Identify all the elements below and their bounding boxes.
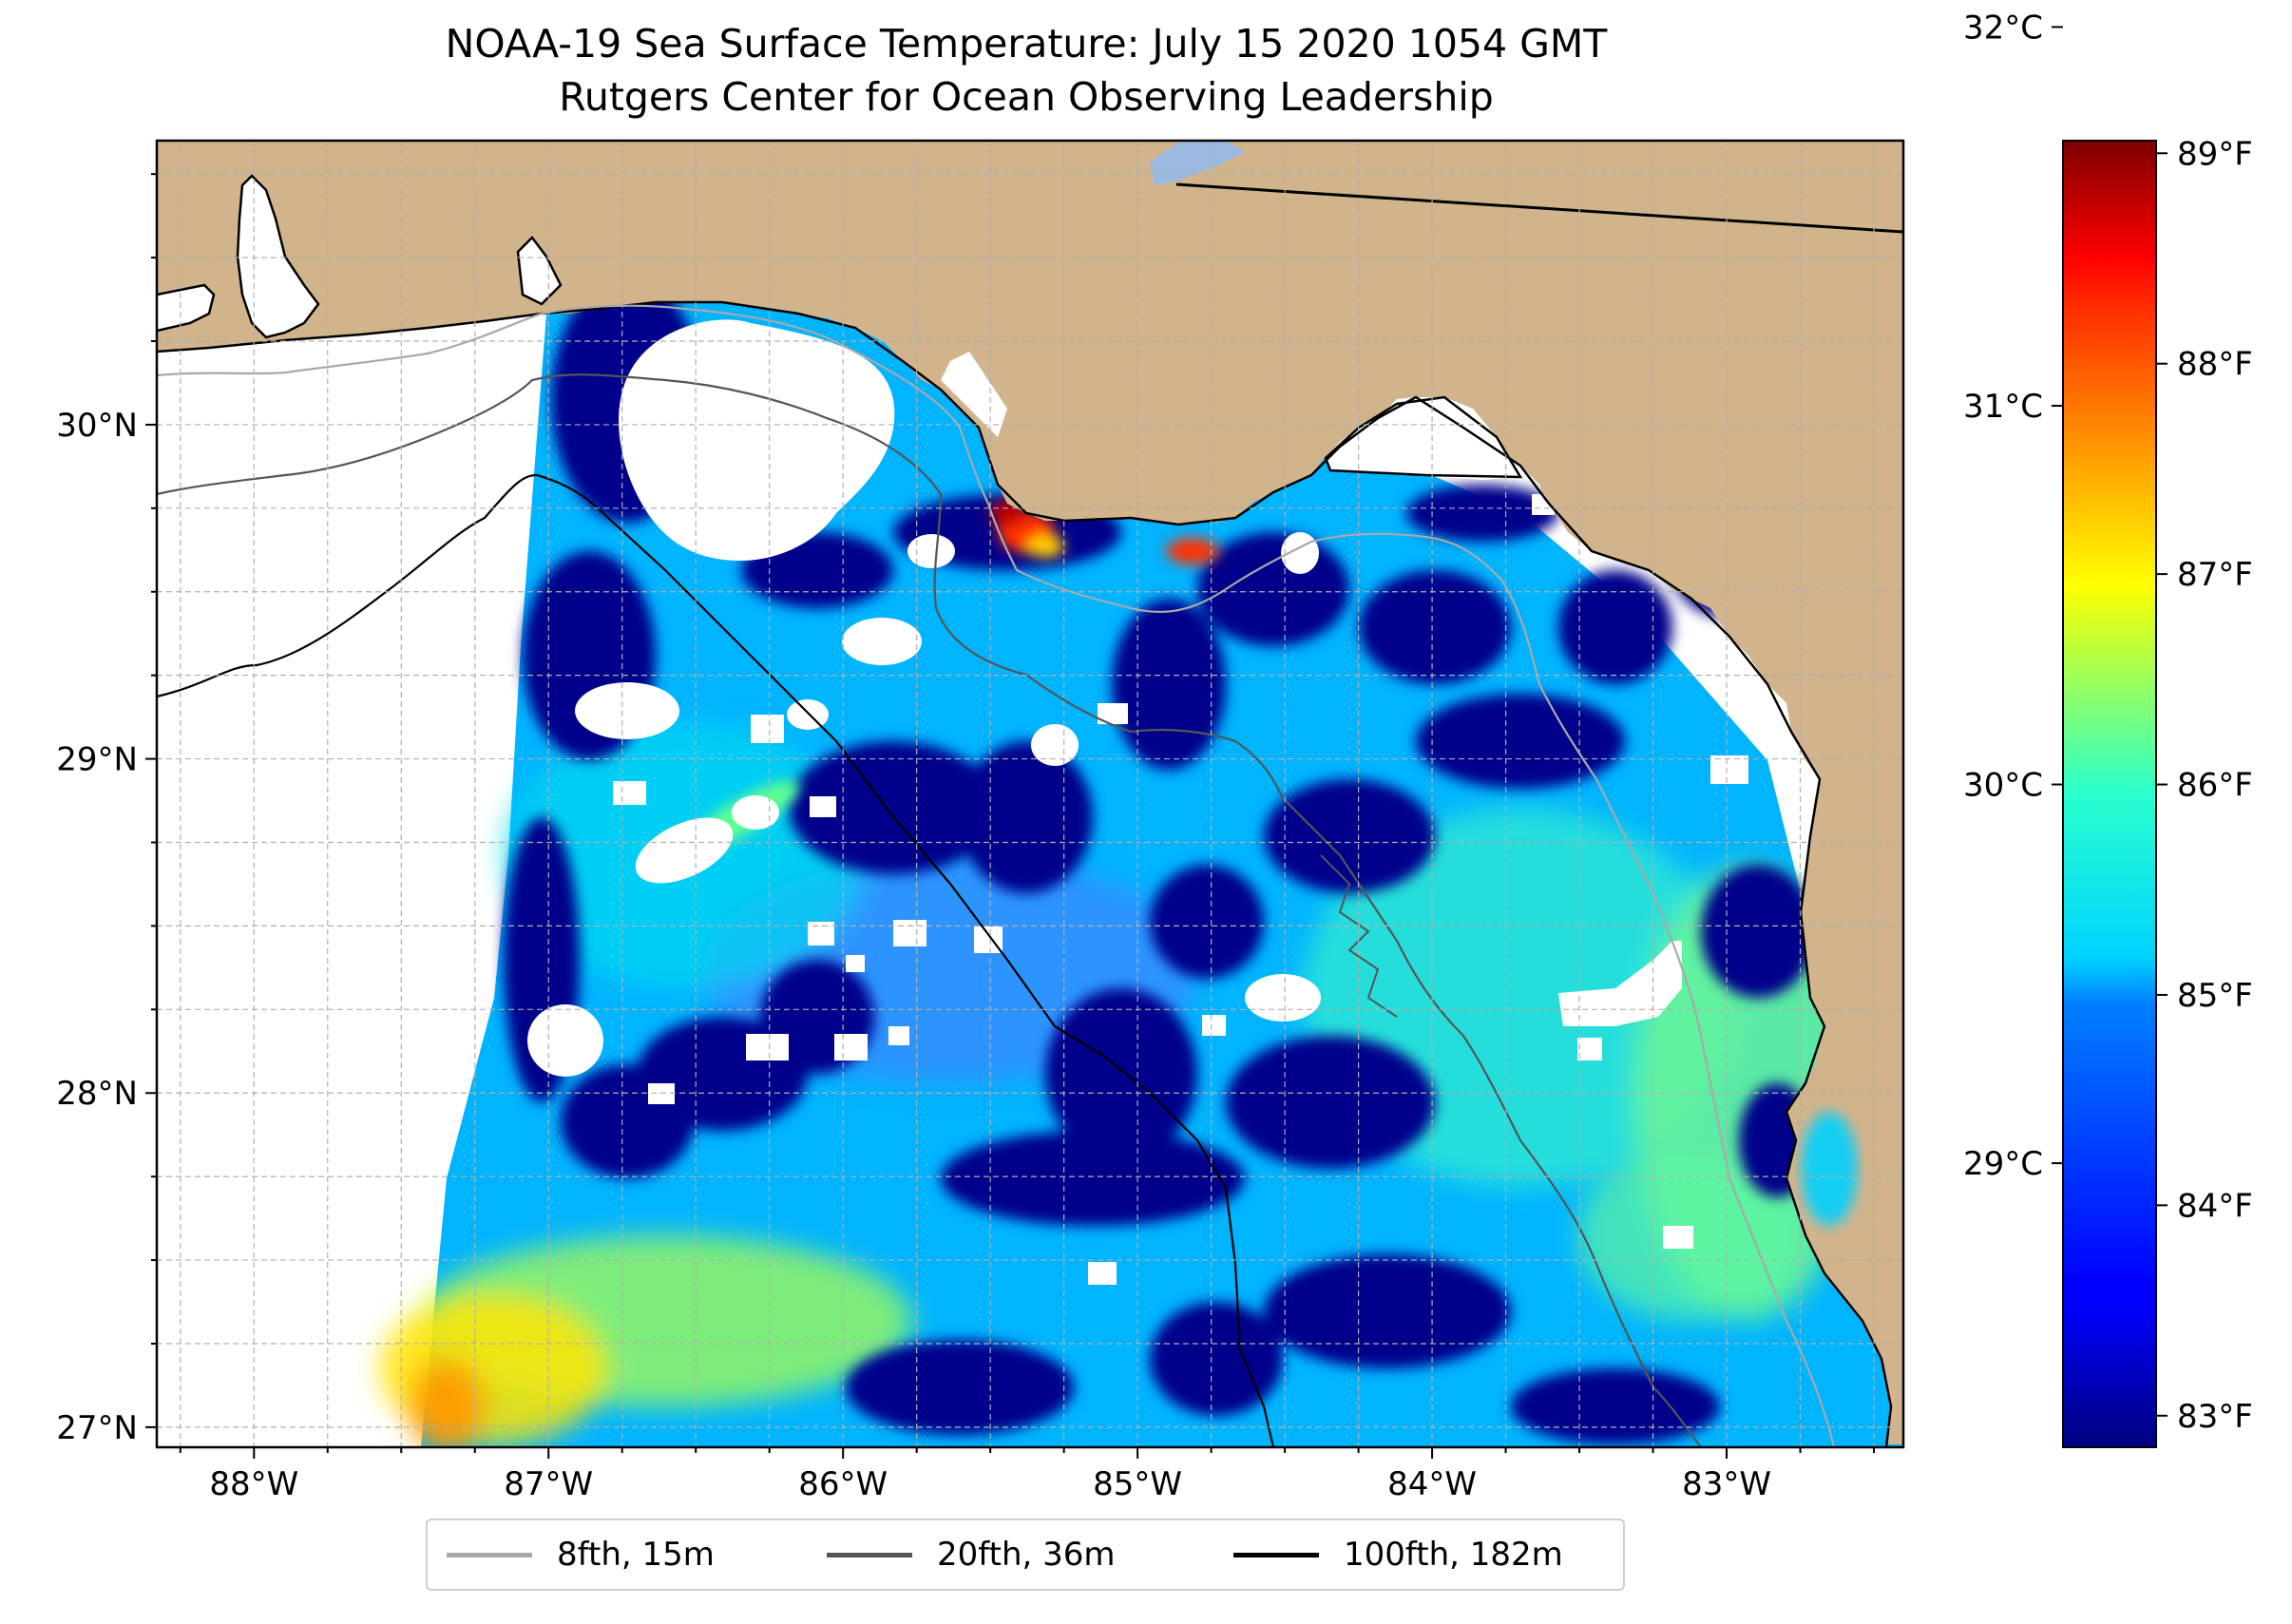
title-line-1: NOAA-19 Sea Surface Temperature: July 15…: [445, 21, 1608, 67]
axis-ticks: [145, 173, 1876, 1459]
fahrenheit-tick-label: 86°F: [2177, 767, 2253, 805]
celsius-tick-label: 31°C: [1963, 388, 2043, 426]
lon-tick-label: 87°W: [504, 1465, 593, 1503]
celsius-tick-label: 30°C: [1963, 767, 2043, 805]
legend-swatch-8fth: [447, 1552, 532, 1557]
lon-tick-label: 86°W: [798, 1465, 888, 1503]
legend-label-20fth: 20fth, 36m: [937, 1536, 1116, 1574]
isobath-20fth: [157, 373, 1702, 1447]
fahrenheit-tick-label: 88°F: [2177, 346, 2253, 384]
legend-label-8fth: 8fth, 15m: [557, 1536, 715, 1574]
colorbar-fahrenheit-ticks: 83°F84°F85°F86°F87°F88°F89°F90°F91°F: [2156, 135, 2253, 1436]
map-frame: [155, 139, 1905, 1449]
cloud-mask: [527, 319, 1748, 1285]
lat-tick-label: 27°N: [56, 1409, 138, 1447]
lon-tick-label: 84°W: [1387, 1465, 1477, 1503]
legend-swatch-20fth: [827, 1552, 912, 1557]
celsius-tick-label: 29°C: [1963, 1145, 2043, 1183]
legend-item-8fth: 8fth, 15m: [447, 1520, 715, 1589]
lat-tick-label: 30°N: [56, 407, 138, 445]
colorbar-celsius-ticks: 29°C 30°C 31°C 32°C: [1963, 9, 2063, 1183]
lat-tick-labels: 27°N 28°N 29°N 30°N: [56, 407, 138, 1447]
fahrenheit-tick-label: 83°F: [2177, 1398, 2253, 1436]
lon-tick-label: 83°W: [1682, 1465, 1771, 1503]
state-border: [1175, 182, 1903, 234]
lat-tick-label: 28°N: [56, 1075, 138, 1113]
fahrenheit-tick-label: 89°F: [2177, 135, 2253, 173]
lat-tick-label: 29°N: [56, 741, 138, 779]
land: [157, 141, 1903, 1444]
colorbar: [2063, 141, 2156, 1447]
isobath-100fth: [157, 473, 1275, 1447]
coastline: [157, 300, 1893, 1447]
fahrenheit-tick-label: 84°F: [2177, 1187, 2253, 1225]
isobath-8fth: [157, 304, 1836, 1447]
celsius-tick-label: 32°C: [1963, 9, 2043, 47]
isobath-legend: 8fth, 15m 20fth, 36m 100fth, 182m: [426, 1519, 1625, 1591]
title-line-2: Rutgers Center for Ocean Observing Leade…: [559, 74, 1494, 120]
fahrenheit-tick-label: 87°F: [2177, 556, 2253, 594]
gridlines: [157, 141, 1903, 1447]
legend-label-100fth: 100fth, 182m: [1344, 1536, 1563, 1574]
lon-tick-label: 88°W: [209, 1465, 298, 1503]
lon-tick-label: 85°W: [1093, 1465, 1182, 1503]
legend-swatch-100fth: [1233, 1552, 1319, 1557]
colorbar-frame: [2062, 140, 2157, 1448]
fahrenheit-tick-label: 85°F: [2177, 977, 2253, 1015]
legend-item-100fth: 100fth, 182m: [1233, 1520, 1563, 1589]
lon-tick-labels: 88°W 87°W 86°W 85°W 84°W 83°W: [209, 1465, 1771, 1503]
legend-item-20fth: 20fth, 36m: [827, 1520, 1116, 1589]
